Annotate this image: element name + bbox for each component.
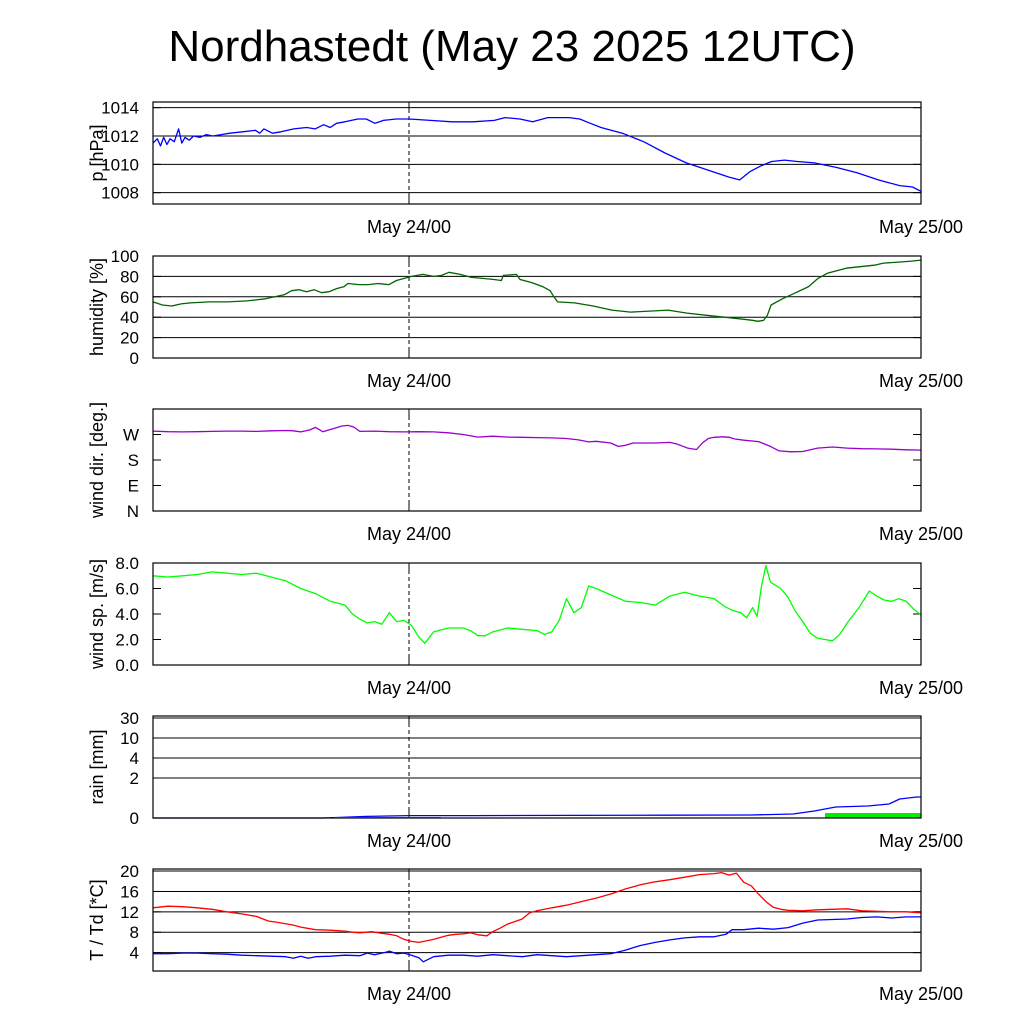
- chart-title: Nordhastedt (May 23 2025 12UTC): [168, 22, 856, 71]
- rain-ytick-label: 0: [130, 809, 139, 828]
- rain-ylabel: rain [mm]: [87, 729, 107, 804]
- temperature-ytick-label: 16: [120, 882, 139, 901]
- rain-xtick-label: May 24/00: [367, 831, 451, 851]
- wind-dir-ytick-label: S: [128, 451, 139, 470]
- wind-speed-series-line: [152, 564, 922, 644]
- humidity-series-line: [152, 259, 922, 322]
- rain-ytick-label: 2: [130, 769, 139, 788]
- temperature-xtick-label: May 24/00: [367, 984, 451, 1004]
- rain-rain-bar: [825, 813, 921, 818]
- wind-dir-frame: [152, 408, 922, 512]
- humidity-frame: [152, 255, 922, 359]
- rain-ytick-label: 10: [120, 729, 139, 748]
- temperature-series-line: [152, 871, 922, 944]
- temperature-ytick-label: 4: [130, 944, 139, 963]
- rain-xtick-label: May 25/00: [879, 831, 963, 851]
- temperature-ytick-label: 20: [120, 862, 139, 881]
- pressure-xtick-label: May 25/00: [879, 217, 963, 237]
- wind-speed-xtick-label: May 25/00: [879, 678, 963, 698]
- humidity-ylabel: humidity [%]: [87, 258, 107, 356]
- temperature-ytick-label: 8: [130, 923, 139, 942]
- pressure-ytick-label: 1012: [101, 127, 139, 146]
- temperature-ytick-label: 12: [120, 903, 139, 922]
- humidity-ytick-label: 40: [120, 308, 139, 327]
- wind-speed-ytick-label: 2.0: [115, 631, 139, 650]
- pressure-series-line: [152, 116, 922, 192]
- wind-speed-frame: [152, 562, 922, 666]
- wind-speed-ylabel: wind sp. [m/s]: [87, 559, 107, 670]
- wind-dir-xtick-label: May 25/00: [879, 524, 963, 544]
- wind-dir-series-line: [152, 424, 922, 453]
- temperature-frame: [152, 868, 922, 972]
- wind-speed-ytick-label: 6.0: [115, 580, 139, 599]
- wind-dir-xtick-label: May 24/00: [367, 524, 451, 544]
- humidity-ytick-label: 0: [130, 349, 139, 368]
- humidity-xtick-label: May 24/00: [367, 371, 451, 391]
- wind-speed-ytick-label: 0.0: [115, 656, 139, 675]
- pressure-xtick-label: May 24/00: [367, 217, 451, 237]
- pressure-ytick-label: 1008: [101, 184, 139, 203]
- humidity-ytick-label: 100: [111, 247, 139, 266]
- temperature-series-line: [153, 916, 921, 963]
- pressure-ylabel: p [hPa]: [87, 124, 107, 181]
- temperature-xtick-label: May 25/00: [879, 984, 963, 1004]
- humidity-ytick-label: 60: [120, 288, 139, 307]
- humidity-ytick-label: 20: [120, 329, 139, 348]
- pressure-frame: [152, 101, 922, 205]
- humidity-xtick-label: May 25/00: [879, 371, 963, 391]
- wind-dir-ytick-label: E: [128, 477, 139, 496]
- rain-ytick-label: 4: [130, 749, 139, 768]
- temperature-ylabel: T / Td [*C]: [87, 879, 107, 960]
- humidity-ytick-label: 80: [120, 267, 139, 286]
- wind-dir-ytick-label: N: [127, 502, 139, 521]
- pressure-ytick-label: 1014: [101, 99, 139, 118]
- rain-series-line: [153, 796, 921, 819]
- rain-frame: [152, 715, 922, 819]
- wind-speed-xtick-label: May 24/00: [367, 678, 451, 698]
- rain-ytick-label: 30: [120, 709, 139, 728]
- wind-speed-ytick-label: 4.0: [115, 605, 139, 624]
- pressure-ytick-label: 1010: [101, 155, 139, 174]
- wind-dir-ytick-label: W: [123, 426, 139, 445]
- wind-dir-ylabel: wind dir. [deg.]: [87, 402, 107, 519]
- wind-speed-ytick-label: 8.0: [115, 554, 139, 573]
